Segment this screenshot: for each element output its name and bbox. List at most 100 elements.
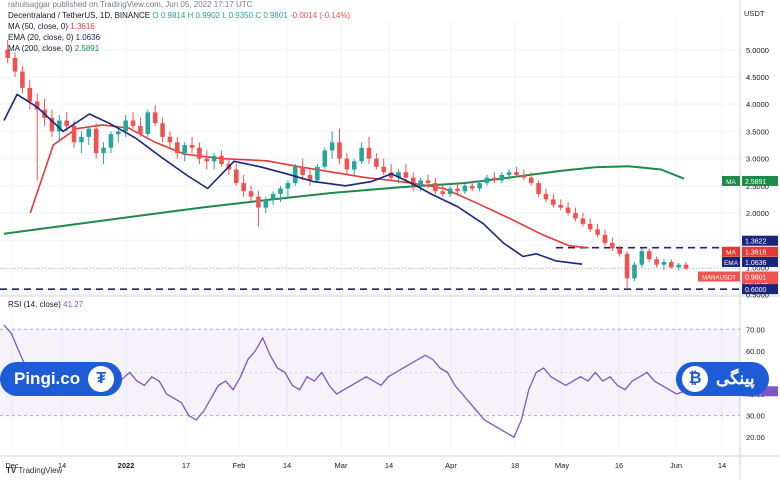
candle [514,166,519,178]
candle [366,136,372,165]
candle-body [425,180,431,184]
ma200-legend[interactable]: MA (200, close, 0) 2.5891 [8,44,99,53]
candle-body [528,177,534,184]
candle [167,131,173,148]
candle [499,172,505,184]
time-tick-label: May [555,461,569,470]
candle-body [661,261,667,265]
ma50-legend[interactable]: MA (50, close, 0) 1.3616 [8,22,95,31]
candle [639,248,645,268]
candle [160,117,165,143]
candle-body [130,120,136,126]
candle-body [632,264,637,279]
candle-body [182,144,187,154]
candle-body [219,155,224,165]
symbol-title: Decentraland / TetherUS, 1D, BINANCE [8,11,151,20]
candle-body [101,147,106,154]
candle-body [315,166,320,181]
price-tick-label: 3.5000 [746,127,769,136]
ema20-tag-name: EMA [724,260,739,267]
time-tick-label: 14 [283,461,291,470]
candle [329,131,335,159]
candle-body [587,223,593,230]
hline-1362-tag-value: 1.3622 [745,239,767,246]
candle [477,180,482,192]
ema20-tag-value-bg [742,256,778,267]
rsi-tick-label: 20.00 [746,433,765,442]
candle [669,259,674,269]
candle [145,109,151,137]
ohlc-open: O 0.9814 [152,11,186,20]
candle [388,164,394,181]
candle [646,248,652,262]
tradingview-logo[interactable]: TV TradingView [6,466,62,475]
tv-logo-text: TradingView [18,466,63,475]
candle-body [477,183,482,189]
candle-body [410,177,416,186]
ohlc-close: C 0.9801 [255,11,288,20]
price-tick-label: 1.0000 [746,263,769,272]
candle-body [351,161,357,170]
candle-body [86,128,92,137]
time-tick-label: Mar [335,461,348,470]
ema20-line [3,93,583,265]
candle-body [462,185,468,192]
candle-body [189,144,195,148]
candle-body [285,183,291,189]
candle-body [366,147,372,159]
candle [307,169,313,186]
candle-body [492,177,497,181]
ema20-legend[interactable]: EMA (20, close, 0) 1.0636 [8,33,100,42]
rsi-legend[interactable]: RSI (14, close) 41.27 [8,300,83,309]
candle [108,131,114,154]
candle [20,66,25,94]
candle [315,164,320,184]
time-tick-label: 14 [718,461,726,470]
candle [543,188,549,203]
candle [536,180,541,197]
candle [300,158,305,181]
candle-body [418,180,423,186]
candle-body [565,207,571,214]
candle-body [455,188,460,192]
candle-body [440,191,446,194]
candle [440,185,446,197]
candle-body [322,150,328,167]
candle-body [514,172,519,175]
candle [79,131,84,154]
rsi-legend-value: 41.27 [63,300,84,309]
bitcoin-icon: ₿ [682,366,708,392]
candle [359,142,364,165]
candle-body [484,177,490,184]
candle-body [152,112,158,124]
candle-body [174,142,180,154]
candle [506,169,512,181]
candle [654,256,659,268]
ma50-tag: MA 1.3616 [722,246,778,257]
candle-body [683,264,689,269]
candle-body [123,120,128,132]
candle-body [71,125,77,143]
candle-body [49,117,55,132]
candle [322,147,328,170]
candle-body [5,49,10,58]
candle-body [433,183,438,192]
candle-body [381,166,387,173]
candle-body [167,136,173,143]
rsi-pane [0,324,740,439]
candle-body [307,174,313,181]
price-tick-label: 5.0000 [746,46,769,55]
ohlc-high: H 0.9902 [187,11,220,20]
candle-body [595,229,600,235]
ma200-tag-value-bg [742,175,778,186]
ma200-legend-label: MA (200, close, 0) [8,44,73,53]
candle [425,174,431,189]
candle [573,207,578,222]
candle [528,172,534,186]
candle [189,136,195,154]
brand-watermark-left: Pingi.co ₮ [0,362,123,396]
candle-body [646,251,652,260]
candle-body [270,193,276,200]
candle-body [543,193,549,200]
